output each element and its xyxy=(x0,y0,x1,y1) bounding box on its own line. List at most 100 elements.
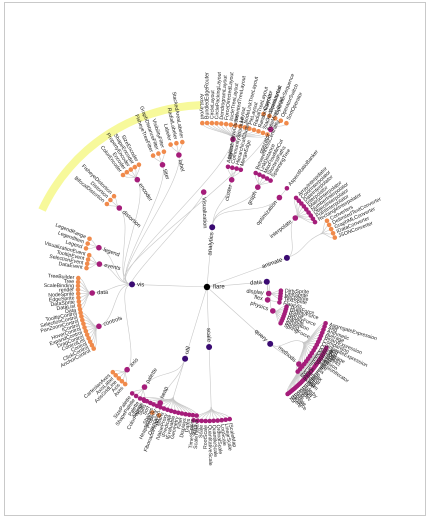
leaf-node-cartesianaxes[interactable] xyxy=(110,369,116,375)
leaf-label-dendrogramlayout[interactable]: DendrogramLayout xyxy=(219,75,229,120)
branch-label-analytics[interactable]: analytics xyxy=(207,232,215,256)
leaf-node-textsprite[interactable] xyxy=(277,296,283,302)
leaf-node-colorpalette[interactable] xyxy=(141,398,147,404)
leaf-node-nodelinktreelayout[interactable] xyxy=(242,125,248,130)
leaf-label-circlelayout[interactable]: CircleLayout xyxy=(209,90,216,120)
leaf-label-isa[interactable]: IsA xyxy=(305,364,315,374)
sub-label-optimization[interactable]: optimization xyxy=(255,200,278,227)
leaf-label-nodesprite[interactable]: NodeSprite xyxy=(48,291,74,298)
leaf-node-operatorsequence[interactable] xyxy=(272,116,278,121)
leaf-label-displays[interactable]: Displays xyxy=(179,417,188,438)
root-node[interactable] xyxy=(203,283,211,291)
leaf-node-axisgridline[interactable] xyxy=(116,376,122,381)
leaf-node-shortestpaths[interactable] xyxy=(264,176,270,181)
leaf-node-legend[interactable] xyxy=(83,246,89,251)
leaf-label-ievaluable[interactable]: IEvaluable xyxy=(165,415,177,440)
leaf-label-quantilescale[interactable]: QuantileScale xyxy=(211,425,219,458)
leaf-label-render[interactable]: render xyxy=(59,287,74,293)
leaf-label-arrays[interactable]: Arrays xyxy=(192,419,199,435)
sub-label-heap[interactable]: heap xyxy=(160,386,170,400)
leaf-label-or[interactable]: or xyxy=(303,382,311,390)
leaf-label-lt[interactable]: lt xyxy=(315,369,321,376)
sub-label-label[interactable]: label xyxy=(177,159,185,172)
sub-node-legend[interactable] xyxy=(96,244,102,251)
branch-node-util[interactable] xyxy=(182,355,189,362)
sub-label-distortion[interactable]: distortion xyxy=(121,210,142,230)
leaf-node-ivalueproxy[interactable] xyxy=(165,407,170,413)
leaf-label-stats[interactable]: Stats xyxy=(137,403,148,417)
leaf-label-gt[interactable]: gt xyxy=(320,362,327,370)
leaf-label-particle[interactable]: Particle xyxy=(286,315,304,327)
branch-label-util[interactable]: util xyxy=(184,346,192,355)
leaf-node-fibonacciheap[interactable] xyxy=(156,413,162,418)
leaf-node-maxflowmincut[interactable] xyxy=(261,174,266,179)
leaf-label-iforce[interactable]: IForce xyxy=(288,310,304,320)
leaf-label-add[interactable]: add xyxy=(328,347,339,356)
leaf-node-randomlayout[interactable] xyxy=(256,129,261,134)
sub-node-encoder[interactable] xyxy=(134,176,141,183)
branch-node-analytics[interactable] xyxy=(209,224,216,231)
leaf-node-selectioncontrol[interactable] xyxy=(79,314,84,319)
leaf-label-iscalemap[interactable]: IScaleMap xyxy=(227,423,237,448)
leaf-node-pielayout[interactable] xyxy=(247,126,252,131)
leaf-node-betweennesscentrality[interactable] xyxy=(253,170,258,176)
leaf-label-layout[interactable]: Layout xyxy=(238,106,247,123)
leaf-node-ievaluable[interactable] xyxy=(172,409,177,415)
leaf-label-treebuilder[interactable]: TreeBuilder xyxy=(48,273,75,281)
leaf-label-count[interactable]: count xyxy=(325,353,339,365)
leaf-node-converters[interactable] xyxy=(324,218,330,224)
leaf-label-dragforce[interactable]: DragForce xyxy=(290,305,315,317)
leaf-node-timescale[interactable] xyxy=(191,418,196,423)
leaf-node-communitystructure[interactable] xyxy=(230,165,235,170)
sub-node-heap[interactable] xyxy=(157,400,163,406)
leaf-node-shapepalette[interactable] xyxy=(133,393,139,399)
sub-label-events[interactable]: events xyxy=(104,263,122,272)
leaf-label-min[interactable]: min xyxy=(311,374,321,384)
leaf-node-heapnode[interactable] xyxy=(150,410,155,415)
sub-node-visualization[interactable] xyxy=(200,189,207,195)
leaf-label-iff[interactable]: iff xyxy=(317,365,324,372)
sub-label-controls[interactable]: controls xyxy=(103,315,124,327)
leaf-node-control[interactable] xyxy=(87,339,93,345)
leaf-node-axislabel[interactable] xyxy=(113,373,118,378)
sub-label-flex[interactable]: flex xyxy=(254,295,264,303)
leaf-node-colorencoder[interactable] xyxy=(120,172,126,178)
leaf-node-jsonconverter[interactable] xyxy=(332,235,338,240)
leaf-label-if[interactable]: If xyxy=(307,362,313,369)
leaf-node-maths[interactable] xyxy=(161,406,167,411)
leaf-node-ordinalscale[interactable] xyxy=(215,418,220,423)
sub-node-layout[interactable] xyxy=(230,136,236,143)
leaf-label-colors[interactable]: Colors xyxy=(188,419,196,435)
leaf-label-sub[interactable]: sub xyxy=(296,389,306,399)
leaf-label-scaletype[interactable]: ScaleType xyxy=(193,424,201,449)
leaf-label-lte[interactable]: lte xyxy=(313,370,321,378)
leaf-node-xor[interactable] xyxy=(285,391,290,397)
leaf-node-tooltipevent[interactable] xyxy=(85,257,91,262)
leaf-label-fn[interactable]: Fn xyxy=(309,359,318,367)
leaf-node-treebuilder[interactable] xyxy=(76,275,81,281)
leaf-label-icicletreelayout[interactable]: IcicleTreeLayout xyxy=(229,82,240,121)
leaf-node-scalebinding[interactable] xyxy=(75,283,81,289)
leaf-label-dirtysprite[interactable]: DirtySprite xyxy=(285,288,310,295)
leaf-node-data[interactable] xyxy=(77,307,83,312)
leaf-node-maximum[interactable] xyxy=(295,369,301,374)
leaf-node-palette[interactable] xyxy=(137,396,143,401)
sub-node-interpolate[interactable] xyxy=(292,215,299,221)
leaf-node-icicletreelayout[interactable] xyxy=(228,122,234,127)
leaf-label-isa[interactable]: isa xyxy=(316,367,325,376)
leaf-label-sum[interactable]: sum xyxy=(294,390,305,401)
leaf-node-linearscale[interactable] xyxy=(223,417,228,423)
leaf-node-anchorcontrol[interactable] xyxy=(91,346,96,351)
leaf-label-geometry[interactable]: Geometry xyxy=(170,416,181,440)
leaf-node-treemaplayout[interactable] xyxy=(265,132,270,137)
sub-node-physics[interactable] xyxy=(270,308,276,314)
leaf-node-graphdistancefilter[interactable] xyxy=(156,151,161,156)
leaf-node-indentedtreelayout[interactable] xyxy=(233,123,238,128)
branch-node-scale[interactable] xyxy=(206,344,213,350)
leaf-node-graphmlconverter[interactable] xyxy=(328,226,334,232)
leaf-node-sizeencoder[interactable] xyxy=(136,162,142,167)
leaf-node-edgesprite[interactable] xyxy=(76,295,81,301)
sub-node-optimization[interactable] xyxy=(276,194,283,201)
leaf-label-linearscale[interactable]: LinearScale xyxy=(223,423,233,451)
sub-node-flex[interactable] xyxy=(264,297,271,303)
